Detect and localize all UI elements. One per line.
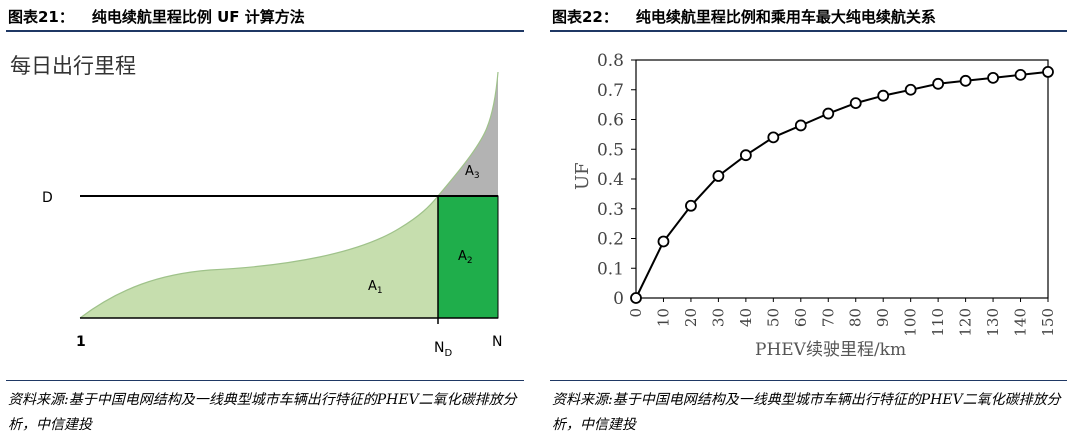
uf-method-chart: 每日出行里程 D 1 ND N A1 A2 A3 bbox=[10, 54, 502, 359]
series-line-uf bbox=[635, 70, 1049, 299]
threshold-label-d: D bbox=[42, 190, 53, 206]
x-tick-nd: ND bbox=[434, 340, 452, 359]
data-point bbox=[932, 77, 945, 90]
data-point bbox=[877, 89, 890, 102]
x-tick-n: N bbox=[492, 334, 502, 350]
data-point bbox=[1014, 68, 1027, 81]
x-tick-label: 130 bbox=[984, 308, 1002, 337]
mileage-curve bbox=[79, 71, 499, 319]
plot-frame bbox=[635, 59, 1049, 299]
source-rule-left bbox=[6, 380, 524, 381]
x-tick-label: 100 bbox=[902, 308, 920, 337]
series-points-uf bbox=[630, 66, 1054, 304]
y-tick-label: 0.7 bbox=[597, 81, 624, 101]
data-point bbox=[712, 170, 725, 182]
figure-label-right: 图表22： bbox=[552, 8, 618, 26]
x-tick-label: 50 bbox=[764, 308, 782, 327]
y-tick-label: 0.3 bbox=[597, 200, 624, 220]
figure-title-left: 图表21： 纯电续航里程比例 UF 计算方法 bbox=[8, 6, 305, 27]
figure-label-left: 图表21： bbox=[8, 8, 74, 26]
x-tick-label: 90 bbox=[874, 308, 892, 327]
data-point bbox=[822, 107, 835, 120]
uf-range-chart: 0 0.1 0.2 0.3 0.4 0.5 0.6 0.7 0.8 0 10 20 30 40 50 60 7… bbox=[572, 51, 1057, 360]
data-point bbox=[904, 83, 917, 96]
x-tick-label: 150 bbox=[1039, 308, 1057, 337]
data-point bbox=[1042, 66, 1054, 78]
data-point bbox=[685, 199, 697, 212]
y-axis-title: UF bbox=[572, 162, 593, 190]
y-tick-label: 0.5 bbox=[597, 140, 624, 160]
region-label-a2-sub: 2 bbox=[467, 256, 473, 266]
y-tick-label: 0.4 bbox=[597, 170, 624, 190]
x-axis-title: PHEV续驶里程/km bbox=[755, 340, 906, 360]
y-tick-label: 0.2 bbox=[597, 230, 624, 250]
region-label-a2: A2 bbox=[458, 249, 473, 266]
x-tick-nd-sub: D bbox=[444, 348, 452, 359]
x-tick-label: 30 bbox=[709, 308, 727, 327]
data-point bbox=[987, 71, 999, 84]
x-tick-label: 80 bbox=[847, 308, 865, 327]
data-point bbox=[630, 292, 642, 304]
area-a2-border bbox=[437, 195, 499, 319]
figure-title-text-left: 纯电续航里程比例 UF 计算方法 bbox=[91, 8, 305, 26]
data-point bbox=[959, 74, 972, 87]
x-tick-label: 60 bbox=[792, 308, 810, 327]
region-label-a3: A3 bbox=[465, 164, 480, 181]
data-point bbox=[657, 235, 670, 248]
y-tick-label: 0.1 bbox=[597, 259, 624, 279]
region-label-a3-sub: 3 bbox=[474, 171, 480, 181]
y-tick-label: 0.6 bbox=[597, 111, 624, 131]
source-rule-right bbox=[550, 380, 1067, 381]
x-tick-label: 0 bbox=[627, 308, 645, 318]
x-axis-ticks: 0 10 20 30 40 50 60 70 80 90 100 110 120 130 140 150 bbox=[627, 298, 1057, 337]
data-point bbox=[739, 149, 752, 162]
area-a1 bbox=[80, 196, 438, 318]
y-tick-label: 0.8 bbox=[597, 51, 624, 71]
region-label-a2-main: A bbox=[458, 249, 467, 264]
x-tick-label: 120 bbox=[957, 308, 975, 337]
x-tick-start: 1 bbox=[76, 334, 86, 350]
x-tick-label: 70 bbox=[819, 308, 837, 327]
region-label-a1-sub: 1 bbox=[377, 286, 383, 296]
title-rule-left bbox=[6, 30, 524, 32]
area-a2 bbox=[438, 196, 498, 318]
source-note-right: 资料来源:基于中国电网结构及一线典型城市车辆出行特征的PHEV二氧化碳排放分析，… bbox=[552, 392, 1061, 433]
figure-title-right: 图表22： 纯电续航里程比例和乘用车最大纯电续航关系 bbox=[552, 6, 936, 27]
region-label-a1: A1 bbox=[368, 279, 383, 296]
y-axis-ticks: 0 0.1 0.2 0.3 0.4 0.5 0.6 0.7 0.8 bbox=[597, 51, 636, 309]
data-point bbox=[794, 119, 807, 132]
region-label-a3-main: A bbox=[465, 164, 474, 179]
x-tick-label: 20 bbox=[682, 308, 700, 327]
y-axis-label: 每日出行里程 bbox=[10, 54, 136, 78]
title-rule-right bbox=[550, 30, 1067, 32]
x-tick-label: 10 bbox=[654, 308, 672, 327]
x-tick-nd-main: N bbox=[434, 340, 444, 356]
source-note-left: 资料来源:基于中国电网结构及一线典型城市车辆出行特征的PHEV二氧化碳排放分析，… bbox=[8, 392, 517, 433]
x-tick-label: 110 bbox=[929, 308, 947, 337]
data-point bbox=[767, 131, 780, 144]
y-tick-label: 0 bbox=[613, 289, 624, 309]
area-a3 bbox=[438, 72, 498, 196]
x-tick-label: 40 bbox=[737, 308, 755, 327]
figure-title-text-right: 纯电续航里程比例和乘用车最大纯电续航关系 bbox=[635, 8, 936, 26]
x-tick-label: 140 bbox=[1012, 308, 1030, 337]
data-point bbox=[849, 97, 862, 110]
region-label-a1-main: A bbox=[368, 279, 377, 294]
